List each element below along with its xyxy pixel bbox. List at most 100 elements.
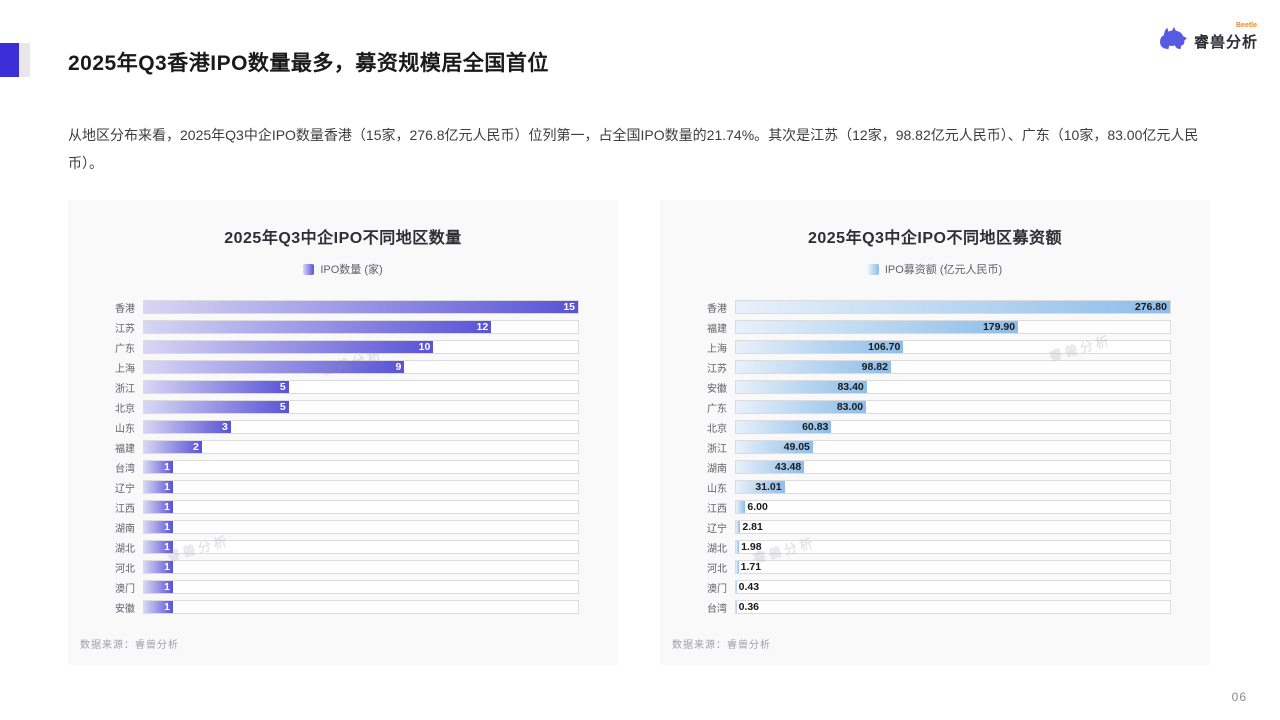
bar: 49.05 — [736, 441, 813, 453]
bar: 31.01 — [736, 481, 785, 493]
bar-track: 98.82 — [735, 360, 1171, 374]
bar-track: 276.80 — [735, 300, 1171, 314]
chart-row: 澳门 1 — [78, 577, 579, 597]
chart-row: 江苏 12 — [78, 317, 579, 337]
category-label: 浙江 — [707, 443, 727, 455]
category-label: 山东 — [115, 423, 135, 435]
bar — [736, 601, 737, 613]
chart-panel-ipo-proceeds: 2025年Q3中企IPO不同地区募资额 IPO募资额 (亿元人民币) 香港 276… — [660, 200, 1210, 665]
value-label: 276.80 — [1134, 301, 1167, 313]
bar-track: 179.90 — [735, 320, 1171, 334]
value-label: 15 — [563, 301, 575, 313]
chart-row: 北京 5 — [78, 397, 579, 417]
chart-row: 辽宁 1 — [78, 477, 579, 497]
legend-label: IPO数量 (家) — [320, 264, 383, 276]
bar-track: 1.98 — [735, 540, 1171, 554]
logo-text: 睿兽分析 — [1194, 34, 1259, 51]
value-label: 1 — [164, 561, 170, 573]
chart-row: 台湾 1 — [78, 457, 579, 477]
chart-row: 湖北 1 — [78, 537, 579, 557]
value-label: 98.82 — [861, 361, 888, 373]
bar-track: 1 — [143, 540, 579, 554]
chart-row: 浙江 49.05 — [670, 437, 1171, 457]
category-label: 北京 — [115, 403, 135, 415]
chart-row: 北京 60.83 — [670, 417, 1171, 437]
chart-row: 浙江 5 — [78, 377, 579, 397]
legend-swatch — [303, 263, 315, 275]
category-label: 广东 — [115, 343, 135, 355]
bar-track: 1 — [143, 600, 579, 614]
category-label: 安徽 — [115, 603, 135, 615]
chart-row: 湖南 43.48 — [670, 457, 1171, 477]
value-label: 5 — [279, 381, 286, 393]
chart-row: 上海 106.70 — [670, 337, 1171, 357]
category-label: 江苏 — [115, 323, 135, 335]
bar: 106.70 — [736, 341, 904, 353]
bar-track: 31.01 — [735, 480, 1171, 494]
bar — [736, 541, 740, 553]
category-label: 安徽 — [707, 383, 727, 395]
bar: 1 — [144, 541, 173, 553]
bar-track: 3 — [143, 420, 579, 434]
category-label: 澳门 — [115, 583, 135, 595]
bar: 1 — [144, 461, 173, 473]
chart-row: 河北 1.71 — [670, 557, 1171, 577]
bar-track: 15 — [143, 300, 579, 314]
bar-track: 83.00 — [735, 400, 1171, 414]
legend-swatch — [867, 263, 879, 275]
bar: 1 — [144, 601, 173, 613]
chart-row: 广东 83.00 — [670, 397, 1171, 417]
chart-panel-ipo-count: 2025年Q3中企IPO不同地区数量 IPO数量 (家) 香港 15 江苏 12 广东 1… — [68, 200, 618, 665]
bar: 9 — [144, 361, 405, 373]
category-label: 福建 — [707, 323, 727, 335]
chart-row: 湖南 1 — [78, 517, 579, 537]
bar-track: 49.05 — [735, 440, 1171, 454]
category-label: 上海 — [707, 343, 727, 355]
chart-row: 福建 2 — [78, 437, 579, 457]
bar: 276.80 — [736, 301, 1170, 313]
chart-row: 辽宁 2.81 — [670, 517, 1171, 537]
bar: 2 — [144, 441, 202, 453]
title-accent-bar — [0, 43, 19, 77]
value-label: 60.83 — [802, 421, 829, 433]
chart-row: 河北 1 — [78, 557, 579, 577]
bar — [736, 581, 737, 593]
chart-row: 江西 6.00 — [670, 497, 1171, 517]
value-label: 1 — [164, 541, 170, 553]
category-label: 山东 — [707, 483, 727, 495]
bar-track: 5 — [143, 400, 579, 414]
bar-track: 83.40 — [735, 380, 1171, 394]
value-label: 106.70 — [868, 341, 901, 353]
bar-track: 0.43 — [735, 580, 1171, 594]
title-accent-bar-secondary — [19, 43, 30, 77]
category-label: 台湾 — [115, 463, 135, 475]
bar: 5 — [144, 401, 289, 413]
chart-row: 香港 15 — [78, 297, 579, 317]
page-title: 2025年Q3香港IPO数量最多，募资规模居全国首位 — [68, 52, 549, 75]
value-label: 49.05 — [783, 441, 810, 453]
category-label: 河北 — [707, 563, 727, 575]
category-label: 湖南 — [707, 463, 727, 475]
bar: 1 — [144, 561, 173, 573]
value-label: 1 — [164, 581, 170, 593]
bar: 60.83 — [736, 421, 832, 433]
value-label: 31.01 — [755, 481, 782, 493]
chart-title: 2025年Q3中企IPO不同地区募资额 — [807, 230, 1062, 247]
category-label: 辽宁 — [707, 523, 727, 535]
bar: 1 — [144, 501, 173, 513]
bar: 1 — [144, 581, 173, 593]
chart-legend: IPO数量 (家) — [68, 261, 618, 277]
bar: 83.00 — [736, 401, 867, 413]
chart-row: 台湾 0.36 — [670, 597, 1171, 617]
category-label: 湖北 — [707, 543, 727, 555]
bar: 15 — [144, 301, 578, 313]
category-label: 江西 — [707, 503, 727, 515]
bar-track: 10 — [143, 340, 579, 354]
value-label: 1.71 — [740, 561, 762, 573]
value-label: 9 — [395, 361, 402, 373]
value-label: 2.81 — [742, 521, 763, 533]
chart-row: 安徽 1 — [78, 597, 579, 617]
chart-row: 广东 10 — [78, 337, 579, 357]
bar: 43.48 — [736, 461, 805, 473]
category-label: 福建 — [115, 443, 135, 455]
